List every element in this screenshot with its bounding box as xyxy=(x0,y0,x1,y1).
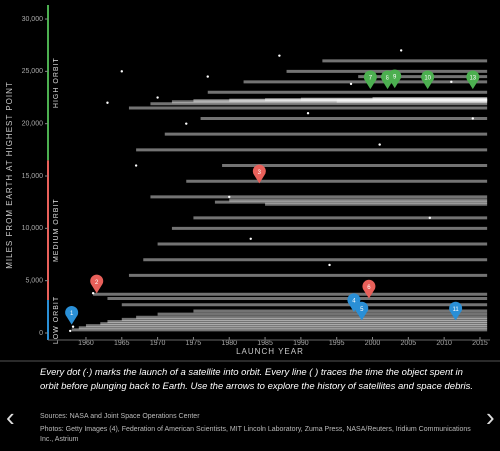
marker-pin xyxy=(449,301,463,321)
launch-dot xyxy=(349,82,353,86)
prev-arrow[interactable]: ‹ xyxy=(6,402,15,432)
story-marker[interactable]: 7 xyxy=(363,70,377,90)
y-axis-title: MILES FROM EARTH AT HIGHEST POINT xyxy=(5,81,14,269)
sources: Sources: NASA and Joint Space Operations… xyxy=(40,413,200,420)
launch-dot xyxy=(91,292,95,295)
next-arrow[interactable]: › xyxy=(486,402,495,432)
x-tick-label: 1960 xyxy=(78,340,94,347)
zone-label: MEDIUM ORBIT xyxy=(53,198,60,262)
caption: Every dot (·) marks the launch of a sate… xyxy=(40,367,474,392)
marker-pin xyxy=(90,274,104,294)
chart: LAUNCH YEAR MILES FROM EARTH AT HIGHEST … xyxy=(0,5,500,362)
launch-dot xyxy=(306,112,310,115)
story-marker[interactable]: 9 xyxy=(388,69,402,89)
marker-label: 9 xyxy=(393,75,397,81)
launch-dot xyxy=(120,70,123,73)
story-marker[interactable]: 6 xyxy=(362,279,376,299)
x-tick-label: 2015 xyxy=(472,340,488,347)
launch-dot xyxy=(185,122,188,125)
launch-dot xyxy=(328,263,331,267)
x-tick-label: 1980 xyxy=(221,340,237,347)
marker-label: 10 xyxy=(424,76,431,82)
marker-label: 2 xyxy=(95,280,99,286)
x-tick-label: 1975 xyxy=(186,340,202,347)
marker-label: 4 xyxy=(352,299,356,305)
x-tick-label: 1970 xyxy=(150,340,166,347)
y-tick-label: 30,000 xyxy=(22,16,44,23)
marker-pin xyxy=(362,279,376,299)
marker-pin xyxy=(65,305,79,325)
launch-dot xyxy=(278,54,281,57)
marker-label: 7 xyxy=(369,76,373,82)
x-tick-label: 2005 xyxy=(401,340,417,347)
y-tick-label: 0 xyxy=(39,330,43,337)
marker-pin xyxy=(388,69,402,89)
story-marker[interactable]: 5 xyxy=(355,301,369,321)
marker-label: 6 xyxy=(367,285,371,291)
launch-dot xyxy=(156,96,159,99)
marker-label: 8 xyxy=(386,76,390,82)
marker-pin xyxy=(355,301,369,321)
x-tick-label: 1985 xyxy=(257,340,273,347)
launch-dot xyxy=(471,117,475,120)
photo-credits: Photos: Getty Images (4), Federation of … xyxy=(40,426,471,443)
marker-label: 3 xyxy=(258,170,262,176)
x-tick-label: 1990 xyxy=(293,340,309,347)
marker-pin xyxy=(363,70,377,90)
marker-label: 1 xyxy=(70,311,74,317)
story-marker[interactable]: 13 xyxy=(466,70,480,90)
launch-dot xyxy=(71,325,75,328)
launch-dot xyxy=(228,195,231,199)
marker-label: 11 xyxy=(452,307,459,313)
story-marker[interactable]: 4 xyxy=(347,293,361,313)
launch-dot xyxy=(428,216,432,220)
story-marker[interactable]: 11 xyxy=(449,301,463,321)
story-marker[interactable]: 2 xyxy=(90,274,104,294)
marker-pin xyxy=(252,164,266,184)
story-marker[interactable]: 1 xyxy=(65,305,79,325)
marker-pin xyxy=(421,70,435,90)
x-tick-label: 2010 xyxy=(436,340,452,347)
launch-dot xyxy=(399,49,403,52)
story-marker[interactable]: 3 xyxy=(252,164,266,184)
zone-label: LOW ORBIT xyxy=(53,296,60,344)
story-marker[interactable]: 10 xyxy=(421,70,435,90)
marker-label: 13 xyxy=(469,76,476,82)
y-tick-label: 25,000 xyxy=(22,68,44,75)
launch-dot xyxy=(450,80,453,84)
y-tick-label: 20,000 xyxy=(22,121,44,128)
marker-pin xyxy=(347,293,361,313)
x-tick-label: 1965 xyxy=(114,340,130,347)
y-tick-label: 10,000 xyxy=(22,225,44,232)
x-tick-label: 2000 xyxy=(365,340,381,347)
launch-dot xyxy=(106,101,109,104)
launch-dot xyxy=(249,237,252,240)
x-axis-title: LAUNCH YEAR xyxy=(236,347,304,356)
launch-dot xyxy=(69,329,72,333)
y-tick-label: 5,000 xyxy=(25,278,43,285)
launch-dot xyxy=(134,164,138,167)
launch-dot xyxy=(206,75,209,78)
launch-dot xyxy=(378,143,381,146)
marker-pin xyxy=(466,70,480,90)
marker-label: 5 xyxy=(360,307,364,313)
zone-label: HIGH ORBIT xyxy=(53,57,60,108)
x-tick-label: 1995 xyxy=(329,340,345,347)
y-tick-label: 15,000 xyxy=(22,173,44,180)
